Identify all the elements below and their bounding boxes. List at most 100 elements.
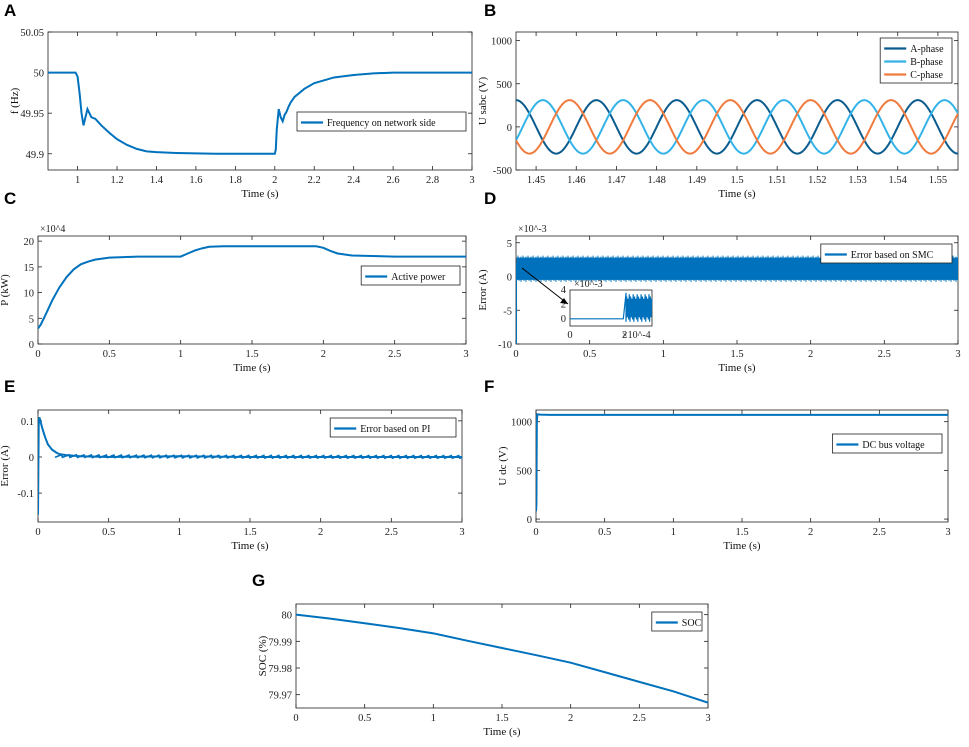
- x-axis-label: Time (s): [723, 540, 761, 552]
- y-axis-label: P (kW): [0, 274, 11, 306]
- panel-A-letter: A: [4, 1, 16, 20]
- x-tick-label: 1.53: [848, 175, 866, 186]
- inset-x-exponent: ×10^-4: [622, 330, 651, 341]
- x-axis-label: Time (s): [241, 188, 279, 200]
- inset: 0 2 4 0 2 ×10^-3 ×10^-4: [561, 279, 653, 341]
- x-tick-label: 1.2: [110, 175, 123, 186]
- x-tick-label: 2.4: [347, 175, 361, 186]
- x-tick-label: 0: [35, 527, 40, 538]
- plot-frame-G: [295, 603, 709, 709]
- x-tick-label: 1.47: [607, 175, 625, 186]
- panel-C: 0 0.5 1 1.5 2 2.5 3 0 5 10 15 20 Time (s) P (kW) ×10^4…: [0, 224, 469, 374]
- x-tick-label: 3: [955, 349, 960, 360]
- y-tick-label: 79.99: [268, 637, 292, 648]
- x-tick-label: 1.8: [229, 175, 242, 186]
- x-tick-label: 1.52: [808, 175, 826, 186]
- x-tick-label: 0: [533, 527, 538, 538]
- y-tick-label: 0: [29, 340, 34, 351]
- y-axis-label: SOC (%): [257, 635, 269, 676]
- series-line: [296, 613, 708, 704]
- y-axis-label: U sabc (V): [477, 77, 489, 126]
- plot-frame-C: [37, 235, 467, 345]
- x-tick-label: 1.6: [189, 175, 202, 186]
- x-tick-label: 1.46: [567, 175, 585, 186]
- x-tick-label: 1.49: [688, 175, 706, 186]
- x-tick-label: 0: [293, 713, 298, 724]
- y-tick-label: -0.1: [17, 489, 34, 500]
- plot-area-B: [516, 99, 958, 155]
- pi-noise: [54, 453, 462, 460]
- x-tick-label: 2.8: [426, 175, 439, 186]
- legend-box: [360, 265, 461, 286]
- y-axis-label: U dc (V): [497, 446, 509, 485]
- series-line-B-phase: [516, 99, 958, 155]
- x-tick-label: 0.5: [583, 349, 596, 360]
- legend-box: [329, 417, 457, 438]
- legend-D: Error based on SMC: [820, 243, 953, 264]
- x-tick-label: 1: [671, 527, 676, 538]
- legend-G: SOC: [651, 611, 703, 632]
- error-noise: [517, 255, 958, 282]
- legend-box: [832, 433, 943, 454]
- y-tick-label: 49.95: [20, 109, 44, 120]
- y-tick-label: 49.9: [26, 150, 44, 161]
- x-tick-label: 3: [459, 527, 464, 538]
- x-tick-label: 1.48: [647, 175, 665, 186]
- y-tick-label: 5: [29, 314, 34, 325]
- panel-F: 0 0.5 1 1.5 2 2.5 3 0 500 1000 Time (s) U dc (V) DC …: [497, 409, 951, 552]
- legend-box: [820, 243, 953, 264]
- y-tick-label: 10: [24, 289, 35, 300]
- panel-E-letter: E: [4, 377, 15, 396]
- panel-D: 0 0.5 1 1.5 2 2.5 3 -10 -5 0 5 Time (s) Error (A) ×10…: [477, 224, 961, 374]
- inset-x-tick-label: 2: [622, 330, 627, 341]
- x-axis-label: Time (s): [231, 540, 269, 552]
- x-tick-label: 1.5: [730, 349, 743, 360]
- x-tick-label: 2.5: [385, 527, 398, 538]
- x-tick-label: 2.5: [873, 527, 886, 538]
- y-tick-label: 79.98: [268, 664, 292, 675]
- x-tick-label: 0.5: [358, 713, 371, 724]
- y-exponent-label: ×10^4: [40, 224, 65, 235]
- x-tick-label: 3: [463, 349, 468, 360]
- x-tick-label: 2: [318, 527, 323, 538]
- x-tick-label: 1.4: [150, 175, 164, 186]
- inset-arrow-line: [521, 267, 569, 305]
- x-tick-label: 1.5: [243, 527, 256, 538]
- x-tick-label: 2: [808, 349, 813, 360]
- x-tick-label: 1.5: [495, 713, 508, 724]
- x-tick-label: 1.5: [245, 349, 258, 360]
- y-tick-label: 5: [507, 239, 512, 250]
- y-tick-label: 500: [516, 466, 532, 477]
- plot-frame-F: [535, 409, 949, 523]
- legend-box: [296, 111, 467, 132]
- x-tick-label: 1: [431, 713, 436, 724]
- x-tick-label: 1.45: [527, 175, 545, 186]
- series-line-A-phase: [516, 99, 958, 155]
- x-tick-label: 3: [945, 527, 950, 538]
- legend-E: Error based on PI: [329, 417, 457, 438]
- y-tick-label: 500: [496, 80, 512, 91]
- y-tick-label: 50: [34, 69, 45, 80]
- y-tick-label: 79.97: [268, 691, 292, 702]
- legend-entry: C-phase: [910, 70, 943, 81]
- y-tick-label: 0: [507, 273, 512, 284]
- y-tick-label: 0: [507, 123, 512, 134]
- y-tick-label: 20: [24, 237, 35, 248]
- legend-C: Active power: [360, 265, 461, 286]
- x-tick-label: 2.5: [633, 713, 646, 724]
- plot-area-G: [296, 613, 708, 704]
- x-axis-label: Time (s): [718, 362, 756, 374]
- x-tick-label: 2.6: [387, 175, 400, 186]
- panel-F-letter: F: [484, 377, 494, 396]
- y-tick-label: 0: [29, 453, 34, 464]
- y-tick-label: 1000: [511, 418, 532, 429]
- x-tick-label: 2.5: [878, 349, 891, 360]
- inset-y-tick-label: 2: [561, 299, 566, 310]
- panel-G: 0 0.5 1 1.5 2 2.5 3 79.97 79.98 79.99 80 Time (s) SO…: [257, 603, 711, 738]
- plot-area-C: [38, 245, 466, 330]
- y-tick-label: -10: [498, 340, 512, 351]
- panel-E: 0 0.5 1 1.5 2 2.5 3 -0.1 0 0.1 Time (s) Error (A) Er…: [0, 409, 465, 552]
- x-tick-label: 0: [35, 349, 40, 360]
- y-tick-label: -5: [503, 306, 512, 317]
